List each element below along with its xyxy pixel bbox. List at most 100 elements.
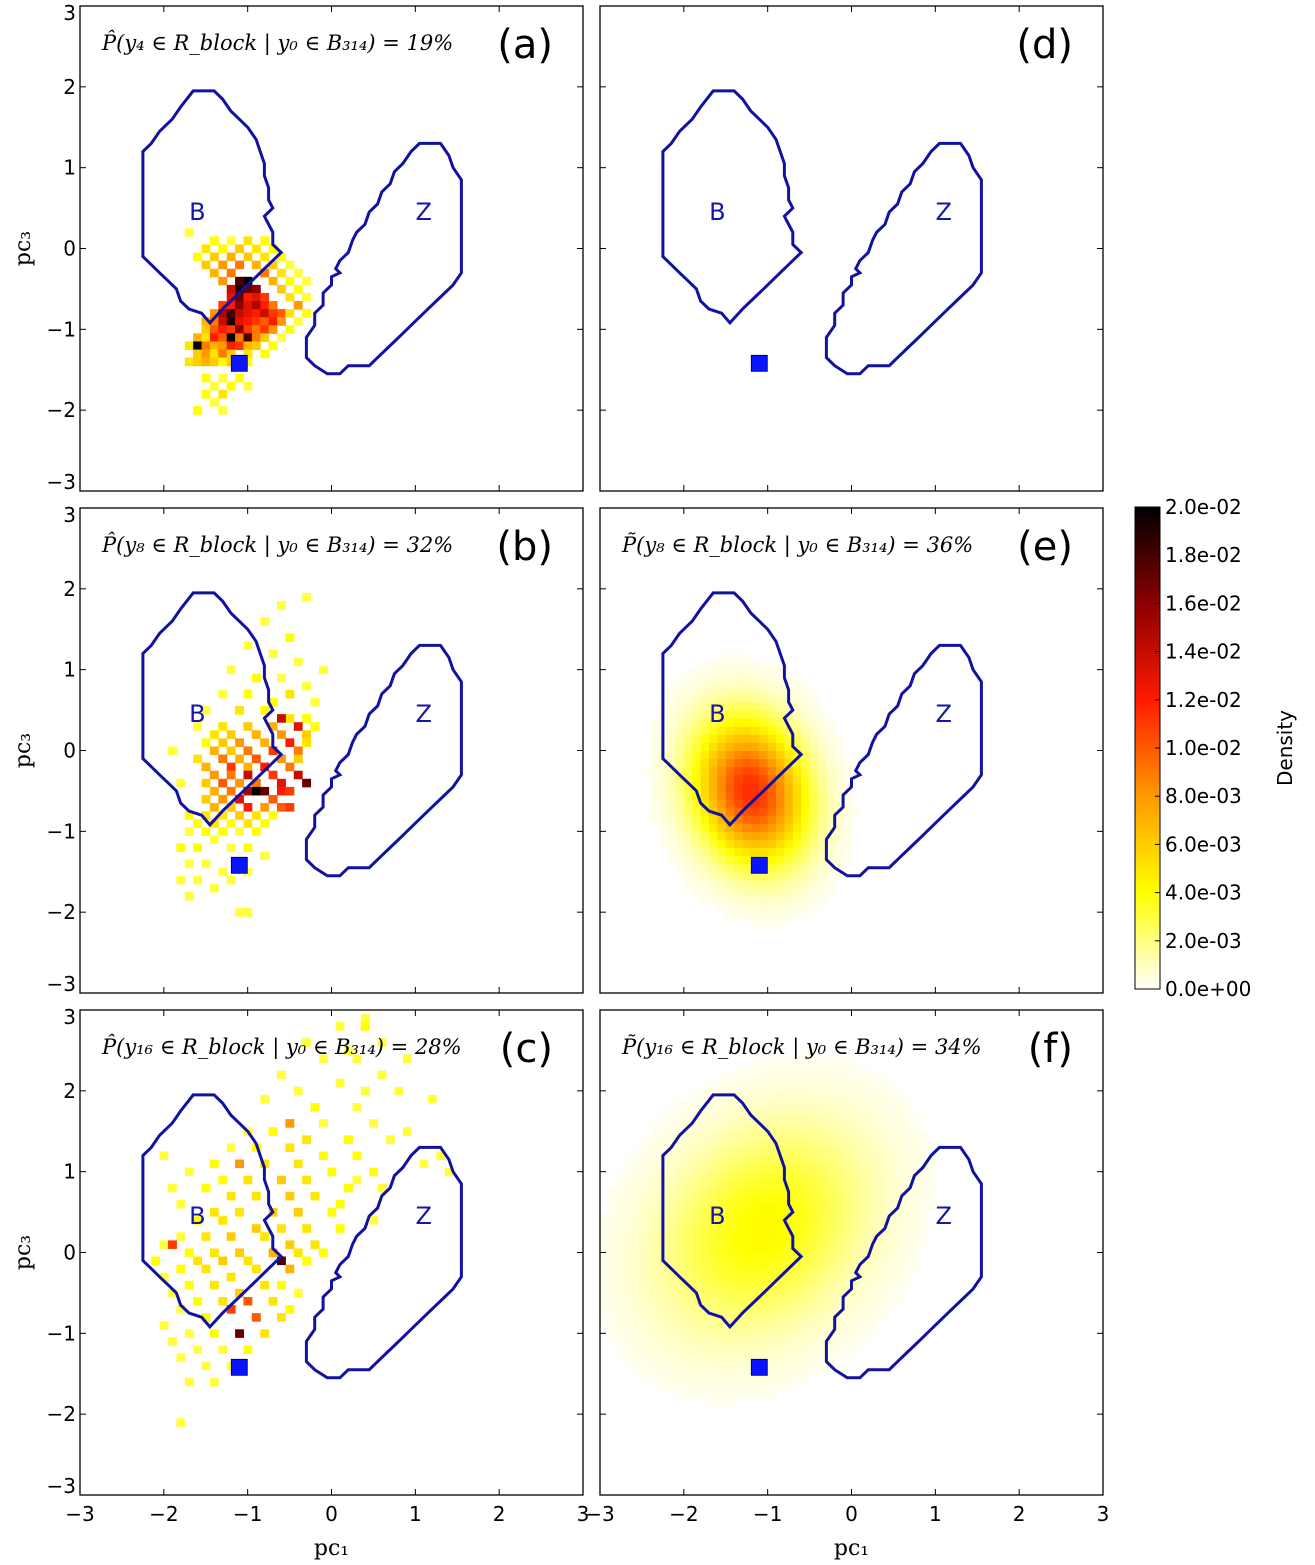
heatmap-cell [834,1244,844,1253]
heatmap-cell [310,1240,320,1249]
heatmap-cell [692,1325,702,1334]
heatmap-cell [784,1107,794,1116]
heatmap-cell [658,1115,668,1124]
heatmap-cell [616,1204,626,1213]
heatmap-cell [750,1292,760,1302]
heatmap-cell [658,790,668,800]
heatmap-cell [801,758,811,768]
heatmap-cell [734,1115,744,1124]
heatmap-cell [809,1357,819,1367]
heatmap-cell [243,309,253,318]
heatmap-cell [667,1252,676,1262]
heatmap-cell [683,1292,693,1302]
heatmap-cell [717,1163,727,1173]
heatmap-cell [667,1179,676,1189]
heatmap-cell [226,1272,236,1282]
heatmap-cell [641,1317,651,1326]
heatmap-cell [859,1284,869,1294]
heatmap-cell [859,1171,869,1181]
heatmap-cell [784,1163,794,1173]
heatmap-cell [767,1276,777,1286]
heatmap-cell [692,1171,702,1181]
heatmap-cell [885,1107,894,1116]
heatmap-cell [285,1191,295,1201]
heatmap-cell [683,1098,693,1108]
heatmap-cell [834,1349,844,1359]
heatmap-cell [843,1301,852,1310]
heatmap-cell [251,1191,261,1201]
heatmap-cell [834,1155,844,1165]
heatmap-cell [809,815,819,824]
heatmap-cell [700,1147,710,1156]
heatmap-cell [767,1090,777,1100]
heatmap-cell [360,1086,370,1096]
heatmap-cell [717,1082,727,1092]
heatmap-cell [683,1357,693,1367]
heatmap-cell [251,284,261,294]
heatmap-cell [767,1357,777,1367]
heatmap-cell [293,657,303,667]
heatmap-cell [834,790,844,800]
panel-title: P̃(y₁₆ ∈ R_block | y₀ ∈ B₃₁₄) = 34% [621,1035,982,1060]
heatmap-cell [750,847,760,857]
heatmap-cell [885,1139,894,1148]
heatmap-cell [700,1309,710,1318]
heatmap-cell [859,1309,869,1318]
heatmap-cell [708,1284,718,1294]
heatmap-cell [826,1163,836,1173]
heatmap-cell [226,803,236,812]
heatmap-cell [260,738,270,747]
heatmap-cell [885,1098,894,1108]
heatmap-cell [176,1232,186,1241]
heatmap-cell [826,863,836,873]
heatmap-cell [251,333,261,342]
heatmap-cell [784,734,794,743]
heatmap-cell [809,807,819,816]
heatmap-cell [843,1252,852,1262]
heatmap-cell [675,782,685,792]
heatmap-cell [734,718,744,727]
x-tick-label: −2 [669,1502,698,1526]
heatmap-cell [809,742,819,751]
heatmap-cell [725,1115,735,1124]
heatmap-cell [667,1236,676,1245]
heatmap-cell [784,718,794,727]
heatmap-cell [625,1276,635,1286]
heatmap-cell [750,1268,760,1278]
heatmap-cell [734,1195,744,1205]
heatmap-cell [708,1260,718,1270]
heatmap-cell [683,1220,693,1229]
y-tick-label: −2 [47,398,76,422]
heatmap-cell [176,1418,186,1427]
heatmap-cell [826,799,836,808]
heatmap-cell [700,823,710,832]
heatmap-cell [692,1115,702,1124]
heatmap-cell [826,790,836,800]
heatmap-cell [683,807,693,816]
heatmap-cell [717,1309,727,1318]
heatmap-cell [750,790,760,800]
heatmap-cell [218,778,228,788]
heatmap-cell [792,1341,802,1350]
heatmap-cell [243,292,253,302]
heatmap-cell [717,847,727,857]
heatmap-cell [667,855,676,865]
heatmap-cell [717,1292,727,1302]
heatmap-cell [692,1179,702,1189]
heatmap-cell [918,1187,928,1197]
heatmap-cell [725,1292,735,1302]
heatmap-cell [876,1284,886,1294]
heatmap-cell [750,1123,760,1132]
heatmap-cell [767,904,777,913]
heatmap-cell [784,1228,794,1237]
heatmap-cell [209,357,219,367]
heatmap-cell [708,661,718,671]
heatmap-cell [318,1151,328,1161]
heatmap-cell [851,1098,861,1108]
heatmap-cell [767,718,777,727]
heatmap-cell [633,1220,643,1229]
heatmap-cell [742,1115,752,1124]
heatmap-cell [809,823,819,832]
